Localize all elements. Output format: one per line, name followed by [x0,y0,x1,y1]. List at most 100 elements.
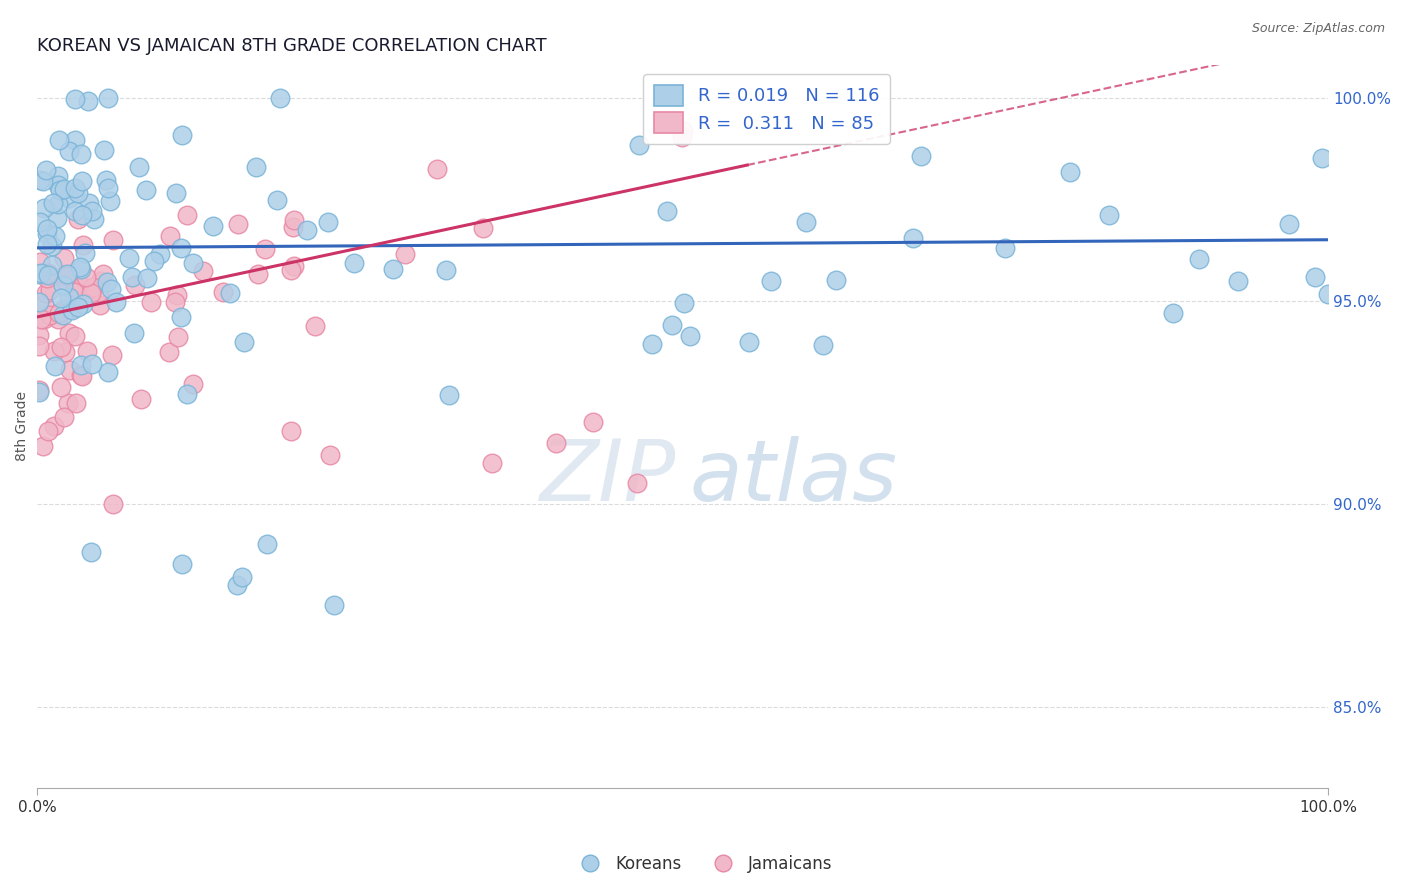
Point [41,196,63,211]
Point [70,174,93,188]
Point [32,312,55,326]
Point [101,497,124,511]
Point [58,290,80,304]
Point [70,368,93,382]
Text: Source: ZipAtlas.com: Source: ZipAtlas.com [1251,22,1385,36]
Point [671,130,693,145]
Point [32,438,55,452]
Text: KOREAN VS JAMAICAN 8TH GRADE CORRELATION CHART: KOREAN VS JAMAICAN 8TH GRADE CORRELATION… [38,37,547,55]
Point [280,424,302,438]
Point [811,338,834,352]
Point [28,173,51,187]
Point [30,266,52,280]
Point [269,90,291,104]
Point [245,160,267,174]
Point [79,195,101,210]
Point [231,569,253,583]
Point [82,280,104,294]
Point [661,318,683,332]
Point [1161,306,1184,320]
Point [35,271,58,285]
Point [30,215,52,229]
Point [794,215,817,229]
Point [166,287,188,301]
Point [60,302,83,317]
Point [34,201,56,215]
Point [53,345,76,359]
Point [394,246,416,260]
Point [103,233,125,247]
Point [135,183,157,197]
Point [83,211,105,226]
Point [63,285,86,300]
Point [46,312,69,326]
Point [176,387,198,401]
Point [176,208,198,222]
Point [41,258,63,272]
Text: atlas: atlas [689,435,897,518]
Point [58,191,80,205]
Point [825,273,848,287]
Point [165,294,187,309]
Point [1278,217,1301,231]
Point [69,358,91,372]
Point [121,269,143,284]
Point [76,344,98,359]
Point [35,227,58,241]
Point [44,229,66,244]
Point [283,259,305,273]
Point [170,558,193,572]
Point [181,255,204,269]
Point [28,385,51,400]
Point [58,145,80,159]
Point [27,267,49,281]
Point [60,301,83,315]
Point [1310,152,1333,166]
Point [27,328,49,343]
Point [65,329,87,343]
Point [70,261,93,276]
Point [49,340,72,354]
Point [434,263,457,277]
Point [52,302,75,317]
Point [63,279,86,293]
Point [53,272,76,286]
Point [80,285,103,300]
Point [52,182,75,196]
Point [72,297,94,311]
Point [55,267,77,281]
Point [233,334,256,349]
Point [910,149,932,163]
Point [148,247,170,261]
Point [1226,274,1249,288]
Point [901,231,924,245]
Point [56,268,79,283]
Point [69,146,91,161]
Point [139,294,162,309]
Point [118,251,141,265]
Point [72,369,94,384]
Point [77,281,100,295]
Point [35,163,58,178]
Point [671,124,693,138]
Point [226,218,249,232]
Point [46,197,69,211]
Point [53,251,76,265]
Point [97,365,120,379]
Point [124,277,146,292]
Point [323,598,346,612]
Point [65,203,87,218]
Point [437,388,460,402]
Point [75,270,97,285]
Point [37,236,59,251]
Point [128,160,150,174]
Point [672,296,695,310]
Point [87,285,110,299]
Point [46,211,69,226]
Legend: Koreans, Jamaicans: Koreans, Jamaicans [567,848,839,880]
Point [59,363,82,377]
Point [172,128,194,143]
Point [122,326,145,340]
Point [266,193,288,207]
Point [628,137,651,152]
